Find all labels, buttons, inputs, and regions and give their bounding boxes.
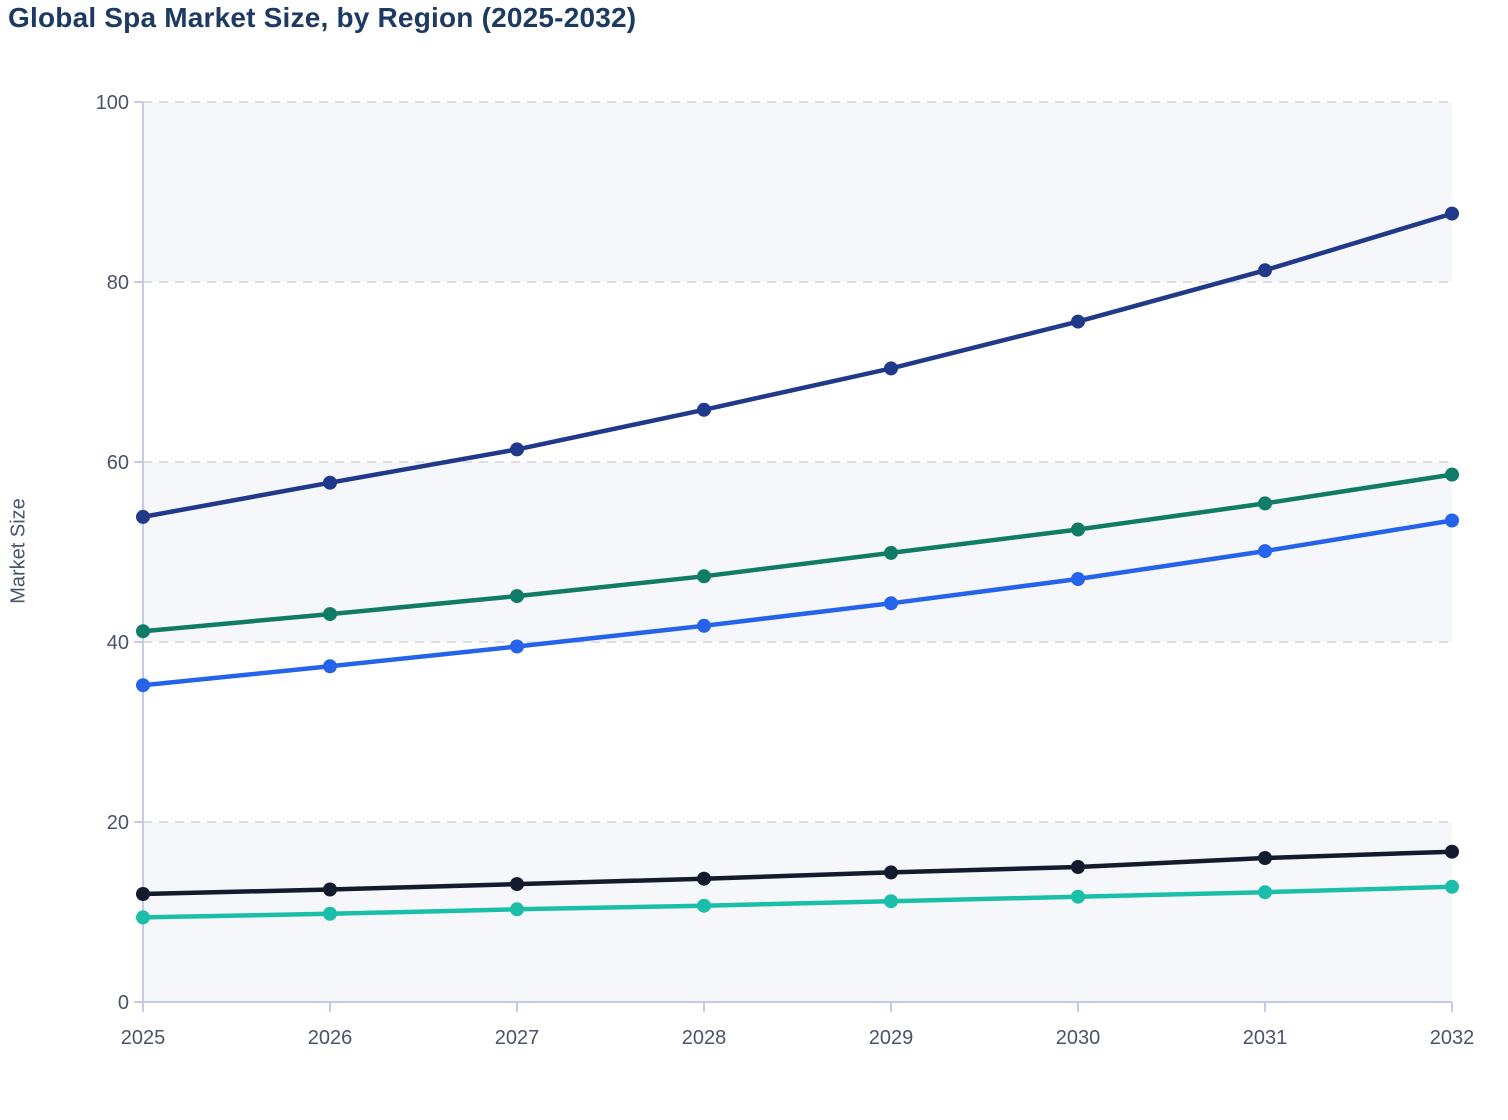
series-black-point[interactable] [1445, 844, 1459, 859]
series-dark-navy-point[interactable] [1071, 314, 1085, 329]
series-dark-navy-line [140, 211, 1455, 520]
x-tick-label: 2025 [121, 1027, 166, 1049]
series-dark-navy-point[interactable] [1258, 263, 1272, 278]
series-blue-point[interactable] [323, 659, 337, 674]
series-black-point[interactable] [697, 871, 711, 886]
series-blue-point[interactable] [1445, 513, 1459, 528]
x-tick-label: 2031 [1243, 1027, 1288, 1049]
series-black-point[interactable] [136, 887, 150, 901]
series-green-point[interactable] [1071, 522, 1085, 537]
series-green-point[interactable] [884, 545, 898, 560]
y-tick-label: 60 [107, 452, 129, 474]
series-blue-line [140, 518, 1455, 688]
series-blue-point[interactable] [697, 618, 711, 633]
x-tick-label: 2030 [1056, 1027, 1101, 1049]
series-teal-point[interactable] [136, 910, 150, 925]
series-blue-point[interactable] [1258, 544, 1272, 559]
series-black-point[interactable] [884, 865, 898, 880]
series-teal-point[interactable] [1258, 885, 1272, 900]
series-teal-line [140, 884, 1455, 920]
series-teal-point[interactable] [1445, 879, 1459, 894]
series-dark-navy-point[interactable] [697, 402, 711, 417]
series-dark-navy-point[interactable] [510, 442, 524, 457]
series-dark-navy-point[interactable] [136, 509, 150, 524]
x-tick-label: 2032 [1430, 1027, 1475, 1049]
x-tick-label: 2028 [682, 1027, 727, 1049]
y-tick-label: 0 [118, 992, 129, 1014]
series-black-point[interactable] [323, 882, 337, 897]
y-tick-label: 40 [107, 632, 129, 654]
series-blue-point[interactable] [510, 639, 524, 654]
series-green-line [140, 472, 1455, 634]
plot-band [143, 102, 1452, 282]
series-green-point[interactable] [1445, 467, 1459, 482]
series-green-point[interactable] [136, 624, 150, 639]
series-dark-navy-point[interactable] [884, 361, 898, 376]
series-green-point[interactable] [697, 569, 711, 584]
y-tick-label: 100 [96, 92, 129, 114]
series-green-point[interactable] [1258, 496, 1272, 511]
series-dark-navy-point[interactable] [1445, 206, 1459, 221]
series-black-point[interactable] [1258, 851, 1272, 865]
x-tick-label: 2029 [869, 1027, 914, 1049]
series-green-point[interactable] [510, 589, 524, 604]
series-blue-point[interactable] [1071, 572, 1085, 586]
series-teal-point[interactable] [323, 906, 337, 921]
series-black-line [140, 849, 1455, 897]
series-blue-point[interactable] [884, 596, 898, 611]
chart-title: Global Spa Market Size, by Region (2025-… [8, 2, 637, 33]
series-green-point[interactable] [323, 607, 337, 622]
series-teal-point[interactable] [697, 898, 711, 913]
series-black-point[interactable] [1071, 860, 1085, 874]
series-teal-point[interactable] [1071, 889, 1085, 904]
y-tick-label: 80 [107, 272, 129, 294]
x-tick-label: 2027 [495, 1027, 540, 1049]
series-blue-point[interactable] [136, 678, 150, 693]
series-dark-navy-point[interactable] [323, 475, 337, 490]
x-tick-label: 2026 [308, 1027, 353, 1049]
series-black-point[interactable] [510, 877, 524, 892]
series-teal-point[interactable] [884, 894, 898, 909]
series-teal-point[interactable] [510, 902, 524, 917]
y-tick-label: 20 [107, 812, 129, 834]
